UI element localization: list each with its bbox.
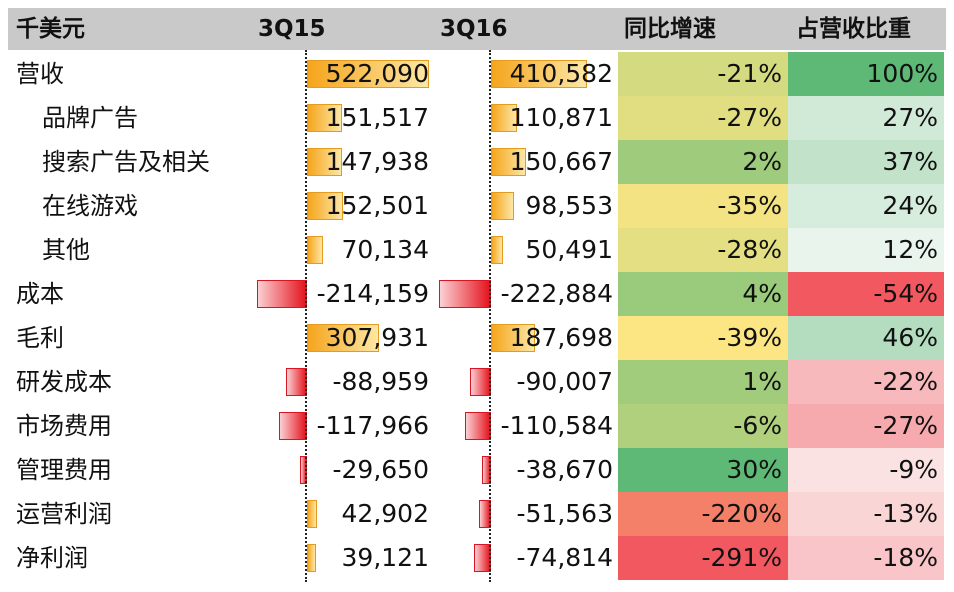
row-label: 在线游戏	[42, 192, 138, 220]
bar-3q15	[307, 60, 429, 88]
value-3q15: 522,090	[325, 59, 429, 88]
row-label: 市场费用	[16, 412, 112, 440]
bar-3q15	[307, 544, 317, 572]
yoy-cell: 4%	[618, 272, 788, 316]
table-row: 其他 70,134 50,491 -28% 12%	[8, 228, 946, 272]
table-row: 运营利润 42,902 -51,563 -220% -13%	[8, 492, 946, 536]
yoy-cell: -35%	[618, 184, 788, 228]
header-3q16: 3Q16	[440, 16, 508, 42]
share-cell: -22%	[788, 360, 944, 404]
table-row: 管理费用 -29,650 -38,670 30% -9%	[8, 448, 946, 492]
value-3q16: 187,698	[509, 323, 613, 352]
header-yoy: 同比增速	[624, 16, 716, 42]
table-row: 市场费用 -117,966 -110,584 -6% -27%	[8, 404, 946, 448]
bar-3q15	[279, 412, 307, 440]
yoy-cell: 1%	[618, 360, 788, 404]
share-cell: 37%	[788, 140, 944, 184]
value-3q15: -117,966	[316, 411, 429, 440]
row-label: 其他	[42, 236, 90, 264]
yoy-cell: -220%	[618, 492, 788, 536]
value-3q15: 70,134	[341, 235, 429, 264]
value-3q15: 152,501	[325, 191, 429, 220]
bar-3q16	[491, 236, 503, 264]
financial-table: 千美元 3Q15 3Q16 同比增速 占营收比重 营收 522,090 410,58…	[8, 8, 946, 582]
value-3q15: -29,650	[332, 455, 430, 484]
axis-3q16	[489, 50, 491, 582]
share-cell: -27%	[788, 404, 944, 448]
bar-3q16	[491, 60, 587, 88]
bar-3q15	[307, 236, 324, 264]
bar-3q15	[307, 104, 343, 132]
bar-3q16	[491, 192, 515, 220]
table-row: 搜索广告及相关 147,938 150,667 2% 37%	[8, 140, 946, 184]
value-3q16: 150,667	[509, 147, 613, 176]
value-3q16: 110,871	[509, 103, 613, 132]
yoy-cell: -21%	[618, 52, 788, 96]
table-row: 研发成本 -88,959 -90,007 1% -22%	[8, 360, 946, 404]
value-3q15: 307,931	[325, 323, 429, 352]
share-cell: -54%	[788, 272, 944, 316]
row-label: 研发成本	[16, 368, 112, 396]
bar-3q16	[491, 324, 535, 352]
value-3q15: 42,902	[341, 499, 429, 528]
bar-3q15	[307, 324, 379, 352]
table-row: 毛利 307,931 187,698 -39% 46%	[8, 316, 946, 360]
row-label: 成本	[16, 280, 64, 308]
share-cell: -18%	[788, 536, 944, 580]
table-row: 成本 -214,159 -222,884 4% -54%	[8, 272, 946, 316]
value-3q16: -51,563	[516, 499, 614, 528]
value-3q15: 39,121	[341, 543, 429, 572]
row-label: 品牌广告	[42, 104, 138, 132]
header-3q15: 3Q15	[258, 16, 326, 42]
row-label: 搜索广告及相关	[42, 148, 210, 176]
value-3q15: 147,938	[325, 147, 429, 176]
row-label: 运营利润	[16, 500, 112, 528]
yoy-cell: -27%	[618, 96, 788, 140]
value-3q15: -88,959	[332, 367, 430, 396]
yoy-cell: 30%	[618, 448, 788, 492]
table-header: 千美元 3Q15 3Q16 同比增速 占营收比重	[8, 8, 946, 50]
bar-3q15	[307, 192, 343, 220]
table-row: 营收 522,090 410,582 -21% 100%	[8, 52, 946, 96]
table-row: 在线游戏 152,501 98,553 -35% 24%	[8, 184, 946, 228]
yoy-cell: -291%	[618, 536, 788, 580]
bar-3q15	[256, 280, 307, 308]
share-cell: -9%	[788, 448, 944, 492]
share-cell: 27%	[788, 96, 944, 140]
share-cell: 12%	[788, 228, 944, 272]
share-cell: 46%	[788, 316, 944, 360]
value-3q16: -38,670	[516, 455, 614, 484]
table-row: 净利润 39,121 -74,814 -291% -18%	[8, 536, 946, 580]
value-3q16: -222,884	[500, 279, 613, 308]
table-row: 品牌广告 151,517 110,871 -27% 27%	[8, 96, 946, 140]
bar-3q15	[307, 500, 318, 528]
header-unit: 千美元	[16, 16, 85, 42]
row-label: 净利润	[16, 544, 88, 572]
value-3q16: -110,584	[500, 411, 613, 440]
share-cell: 24%	[788, 184, 944, 228]
row-label: 管理费用	[16, 456, 112, 484]
bar-3q16	[465, 412, 491, 440]
yoy-cell: 2%	[618, 140, 788, 184]
bar-3q15	[307, 148, 342, 176]
share-cell: -13%	[788, 492, 944, 536]
bar-3q16	[491, 104, 517, 132]
value-3q16: -74,814	[516, 543, 614, 572]
yoy-cell: -28%	[618, 228, 788, 272]
value-3q16: -90,007	[516, 367, 614, 396]
header-share: 占营收比重	[796, 16, 911, 42]
bar-3q16	[491, 148, 527, 176]
value-3q16: 50,491	[525, 235, 613, 264]
value-3q16: 98,553	[525, 191, 613, 220]
share-cell: 100%	[788, 52, 944, 96]
row-label: 毛利	[16, 324, 64, 352]
yoy-cell: -39%	[618, 316, 788, 360]
row-label: 营收	[16, 60, 64, 88]
axis-3q15	[305, 50, 307, 582]
value-3q15: 151,517	[325, 103, 429, 132]
bar-3q16	[438, 280, 491, 308]
value-3q16: 410,582	[509, 59, 613, 88]
value-3q15: -214,159	[316, 279, 429, 308]
yoy-cell: -6%	[618, 404, 788, 448]
